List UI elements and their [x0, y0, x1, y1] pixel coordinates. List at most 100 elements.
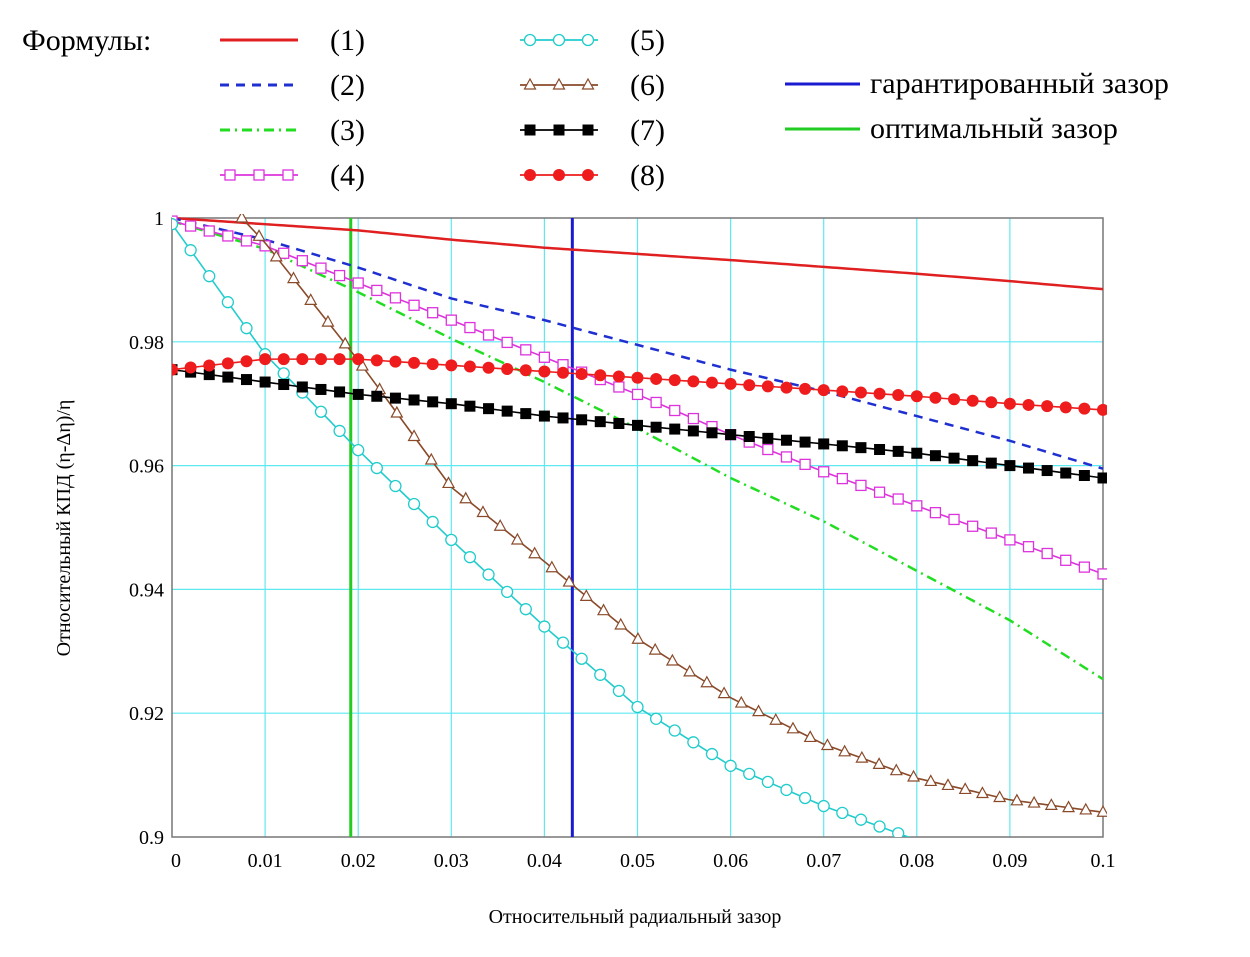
x-tick-label: 0.06 — [713, 850, 748, 872]
data-point — [222, 371, 234, 383]
data-point — [889, 763, 903, 776]
data-point — [562, 574, 576, 587]
data-point — [552, 77, 566, 90]
data-point — [352, 388, 364, 400]
data-point — [892, 827, 905, 837]
data-point — [501, 363, 514, 376]
legend: Формулы: (1) (2) (3) (4) (5) (6) (7) (8) гаранти… — [22, 24, 1169, 192]
y-tick-label: 0.94 — [129, 579, 164, 601]
data-point — [1078, 402, 1091, 415]
data-point — [338, 336, 352, 349]
data-point — [669, 404, 681, 417]
data-point — [389, 479, 402, 493]
legend-entry: оптимальный зазор — [785, 112, 1118, 145]
data-point — [854, 813, 868, 826]
data-point — [836, 440, 848, 452]
series — [172, 215, 1107, 580]
x-tick-label: 0.05 — [620, 850, 655, 872]
data-point — [892, 445, 904, 457]
data-point — [761, 775, 774, 789]
data-point — [371, 390, 383, 402]
legend-label: (3) — [330, 114, 365, 147]
data-point — [613, 381, 625, 393]
data-point — [408, 299, 420, 311]
data-point — [296, 353, 309, 366]
data-point — [575, 652, 588, 665]
data-point — [648, 642, 662, 655]
data-point — [594, 369, 607, 382]
data-point — [370, 461, 383, 475]
legend-entry: (2) — [220, 69, 365, 102]
data-point — [665, 653, 679, 666]
data-point — [482, 329, 495, 341]
data-point — [725, 429, 737, 441]
series-layer — [172, 214, 1107, 837]
data-point — [390, 405, 404, 418]
data-point — [259, 376, 271, 388]
data-point — [296, 255, 308, 267]
data-point — [519, 364, 532, 377]
data-point — [463, 360, 476, 373]
data-point — [967, 455, 979, 467]
data-point — [836, 806, 849, 820]
legend-entry: (8) — [520, 159, 665, 192]
data-point — [594, 416, 606, 428]
data-point — [1010, 793, 1024, 806]
data-point — [277, 353, 290, 366]
data-point — [426, 358, 439, 371]
y-tick-labels: 0.9 0.92 0.94 0.96 0.98 1 — [129, 208, 164, 849]
data-point — [253, 169, 265, 181]
series — [172, 364, 1107, 484]
data-point — [752, 704, 766, 717]
data-point — [464, 400, 476, 412]
data-point — [203, 369, 215, 381]
data-point — [459, 491, 473, 504]
data-point — [557, 366, 570, 379]
data-point — [445, 398, 457, 410]
data-point — [221, 296, 235, 309]
data-point — [873, 820, 886, 833]
data-point — [493, 519, 507, 531]
data-point — [762, 443, 774, 456]
data-point — [855, 442, 867, 454]
data-point — [252, 229, 266, 241]
data-point — [803, 730, 817, 743]
data-point — [538, 365, 551, 378]
data-point — [371, 284, 383, 297]
grid — [172, 218, 1103, 837]
y-tick-label: 0.92 — [129, 703, 164, 725]
data-point — [799, 382, 812, 395]
data-point — [278, 379, 290, 391]
y-tick-label: 1 — [154, 208, 164, 230]
data-point — [724, 759, 737, 772]
data-point — [1059, 401, 1072, 414]
data-point — [582, 124, 594, 136]
data-point — [334, 386, 346, 398]
series-line — [172, 216, 1104, 470]
data-point — [948, 393, 961, 406]
x-tick-label: 0.09 — [992, 850, 1027, 872]
data-point — [817, 799, 830, 813]
x-tick-label: 0.1 — [1091, 850, 1116, 872]
legend-label: (2) — [330, 69, 365, 102]
x-tick-label: 0.08 — [899, 850, 934, 872]
legend-entry: (7) — [520, 114, 665, 147]
plot-frame — [171, 217, 1104, 838]
data-point — [501, 585, 514, 599]
data-point — [993, 790, 1007, 803]
data-point — [427, 307, 439, 319]
legend-label: (7) — [630, 114, 665, 147]
data-point — [929, 506, 942, 519]
series — [172, 216, 1104, 470]
data-point — [650, 396, 662, 409]
data-point — [408, 356, 421, 369]
data-point — [911, 447, 923, 459]
data-point — [799, 436, 811, 448]
data-point — [203, 359, 216, 372]
data-point — [855, 479, 867, 492]
data-point — [948, 513, 960, 526]
data-point — [389, 355, 402, 368]
data-point — [407, 497, 421, 511]
data-point — [407, 429, 421, 442]
data-point — [575, 367, 588, 380]
